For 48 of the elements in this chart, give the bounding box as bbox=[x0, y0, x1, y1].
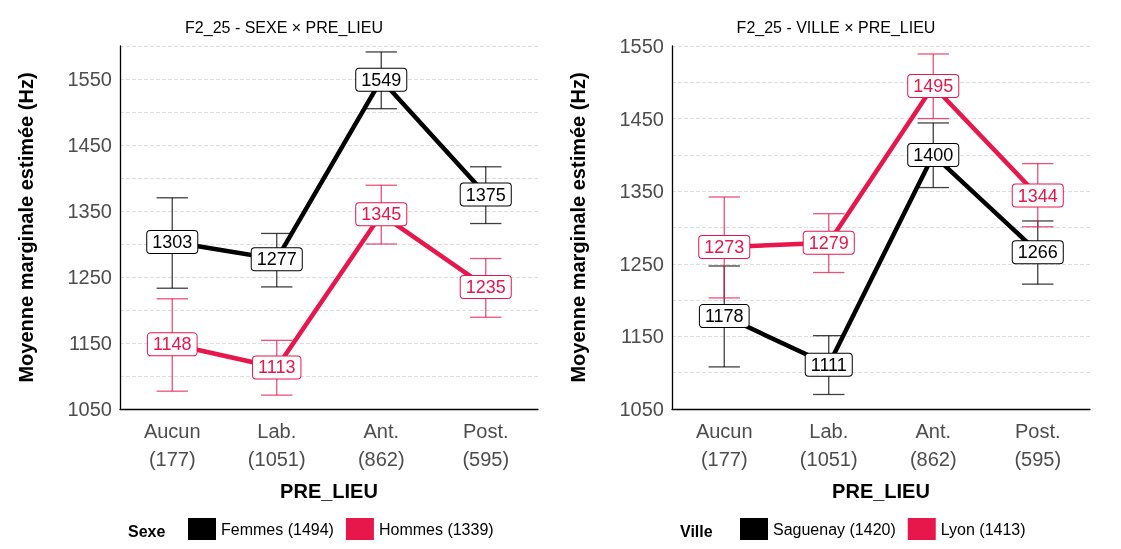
y-tick-label: 1450 bbox=[67, 134, 112, 156]
data-label: 1266 bbox=[1017, 242, 1058, 263]
legend-label: Hommes (1339) bbox=[378, 520, 494, 538]
x-axis-title: PRE_LIEU bbox=[832, 480, 930, 502]
y-tick-label: 1150 bbox=[68, 332, 112, 354]
x-tick-label: Aucun (177) bbox=[143, 420, 201, 470]
data-label: 1113 bbox=[258, 357, 296, 378]
y-tick-label: 1550 bbox=[619, 35, 664, 57]
y-tick-label: 1150 bbox=[620, 325, 664, 348]
data-label: 1273 bbox=[704, 237, 745, 258]
legend-title: Sexe bbox=[128, 522, 166, 540]
x-tick-label: Ant. (862) bbox=[909, 420, 957, 470]
data-label: 1303 bbox=[152, 232, 193, 253]
data-label: 1345 bbox=[361, 204, 402, 225]
data-label: 1495 bbox=[913, 75, 954, 96]
legend-label: Saguenay (1420) bbox=[773, 520, 896, 538]
y-tick-label: 1250 bbox=[67, 266, 112, 288]
x-tick-label: Post. (595) bbox=[1014, 420, 1062, 470]
y-tick-label: 1450 bbox=[619, 107, 664, 130]
y-tick-label: 1050 bbox=[619, 398, 664, 420]
x-tick-label: Post. (595) bbox=[462, 420, 510, 470]
data-label: 1111 bbox=[810, 354, 847, 375]
data-label: 1279 bbox=[808, 232, 849, 253]
data-label: 1178 bbox=[704, 306, 744, 327]
data-label: 1277 bbox=[256, 249, 297, 270]
y-axis-title: Moyenne marginale estimée (Hz) bbox=[15, 72, 37, 383]
y-tick-label: 1250 bbox=[619, 252, 664, 275]
data-label: 1549 bbox=[361, 69, 402, 90]
x-tick-label: Aucun (177) bbox=[695, 420, 753, 470]
data-label: 1375 bbox=[465, 184, 506, 205]
y-axis-title: Moyenne marginale estimée (Hz) bbox=[567, 72, 589, 383]
chart-title: F2_25 - SEXE × PRE_LIEU bbox=[185, 18, 383, 37]
data-label: 1344 bbox=[1017, 185, 1058, 206]
data-label: 1148 bbox=[152, 334, 192, 355]
x-tick-label: Ant. (862) bbox=[357, 420, 405, 470]
legend-title: Ville bbox=[680, 522, 713, 540]
y-tick-label: 1350 bbox=[619, 180, 664, 203]
x-tick-label: Lab. (1051) bbox=[247, 420, 306, 470]
y-tick-label: 1350 bbox=[67, 200, 112, 222]
data-label: 1235 bbox=[465, 276, 506, 297]
y-tick-label: 1550 bbox=[67, 68, 112, 90]
legend-label: Femmes (1494) bbox=[221, 520, 334, 538]
chart-title: F2_25 - VILLE × PRE_LIEU bbox=[736, 18, 936, 37]
y-tick-label: 1050 bbox=[67, 398, 112, 420]
data-label: 1400 bbox=[913, 144, 954, 165]
x-tick-label: Lab. (1051) bbox=[799, 420, 858, 470]
legend-label: Lyon (1413) bbox=[940, 520, 1026, 538]
x-axis-title: PRE_LIEU bbox=[280, 480, 378, 502]
